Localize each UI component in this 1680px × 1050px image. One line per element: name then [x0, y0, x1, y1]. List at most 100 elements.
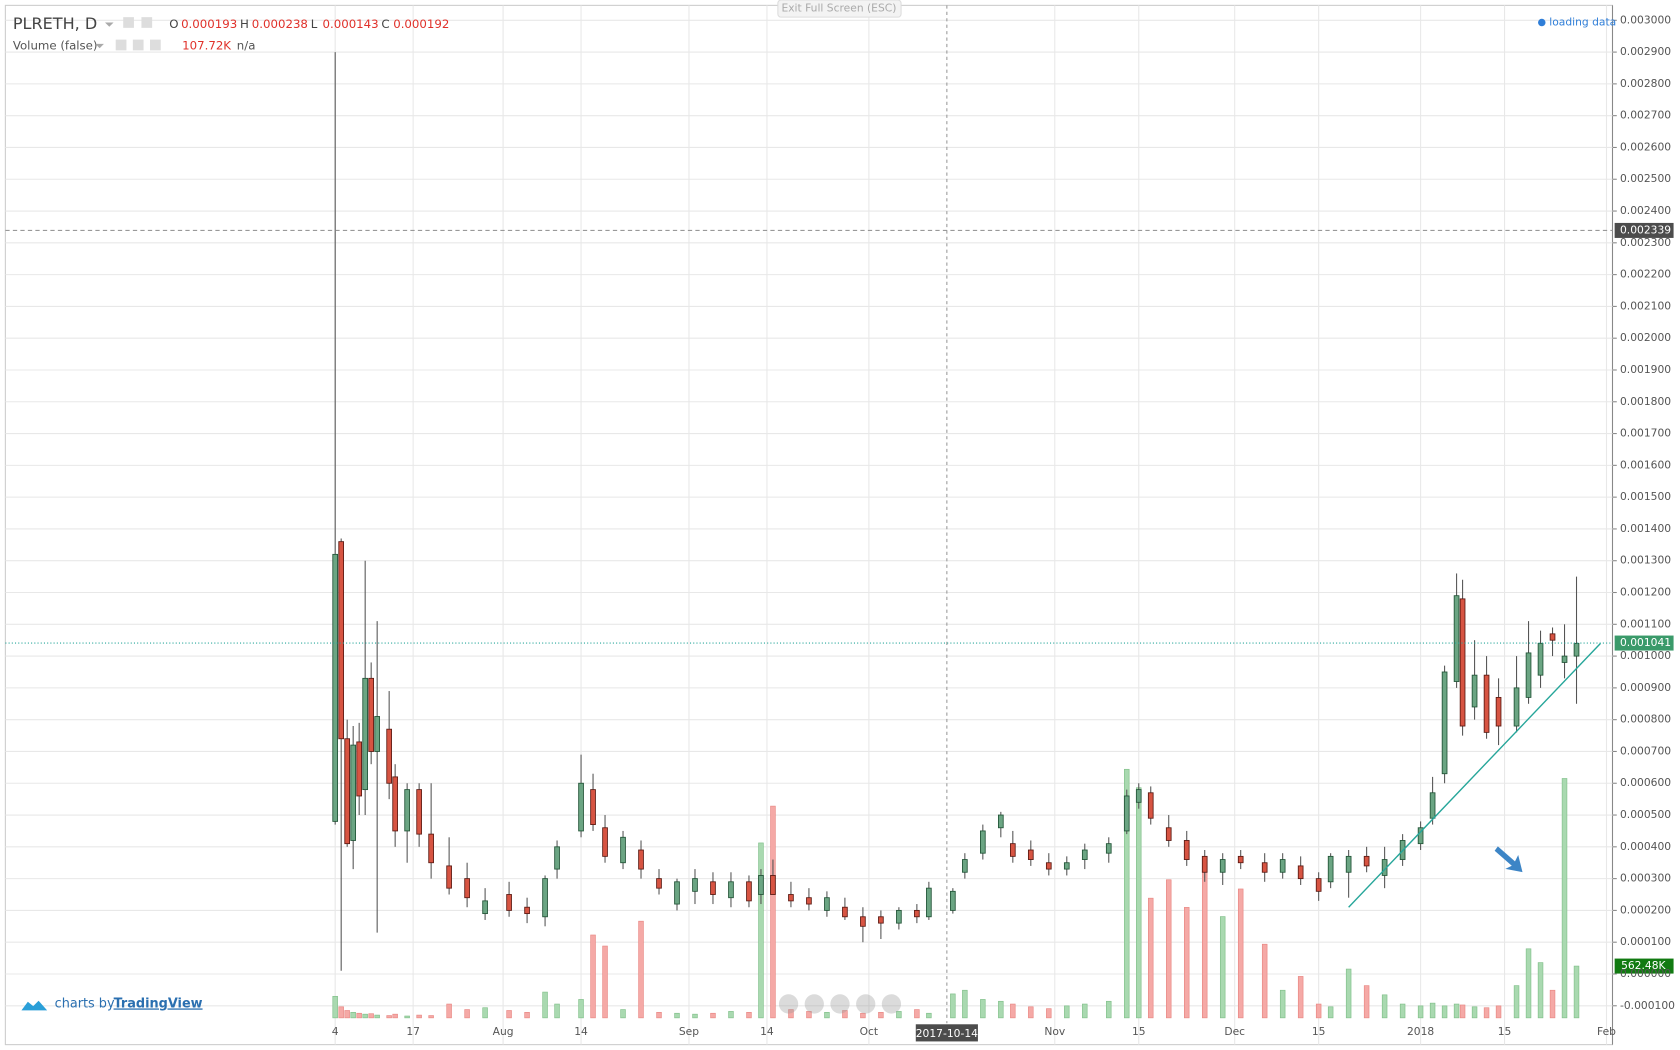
volume-bar [464, 1009, 470, 1019]
volume-bar [1136, 787, 1142, 1019]
candle-body [1441, 671, 1448, 775]
candle-body [1327, 855, 1334, 883]
crosshair-date-box [915, 1024, 978, 1042]
branding-link[interactable]: TradingView [114, 996, 203, 1011]
grid [5, 5, 1613, 1045]
volume-bar [1429, 1002, 1436, 1019]
candle-body [1549, 633, 1556, 641]
ohlc-key: O [169, 17, 178, 31]
candle-body [1537, 642, 1544, 676]
nav-button[interactable] [881, 994, 902, 1014]
volume-bar [356, 1012, 362, 1019]
candle-body [656, 878, 662, 889]
candle-body [1453, 595, 1460, 682]
icon [115, 39, 127, 51]
ohlc-legend: O 0.000193 H 0.000238 L 0.000143 C 0.000192 [169, 17, 449, 31]
x-tick-label: 2018 [1407, 1025, 1434, 1038]
x-tick-label: Dec [1224, 1025, 1245, 1038]
y-tick-label: 0.001300 [1620, 554, 1671, 567]
volume-bar [842, 1010, 848, 1019]
exit-fullscreen-button[interactable] [777, 0, 902, 18]
candle-body [788, 894, 794, 902]
y-tick-label: 0.000700 [1620, 744, 1671, 757]
volume-bar [1561, 778, 1568, 1019]
candle-body [1513, 687, 1520, 727]
dropdown-icon [95, 43, 104, 49]
candle-body [1483, 674, 1490, 733]
ohlc-value: 0.000238 [252, 17, 308, 31]
volume-bar [896, 1011, 902, 1019]
y-tick-label: 0.001800 [1620, 395, 1671, 408]
ohlc-value: 0.000192 [393, 17, 449, 31]
last-price-label: 0.001041 [1620, 636, 1671, 649]
candle-body [1165, 827, 1172, 841]
x-tick-label: 4 [332, 1025, 339, 1038]
nav-button[interactable] [778, 994, 799, 1014]
y-tick-label: 0.002600 [1620, 140, 1671, 153]
volume-bar [1010, 1003, 1016, 1019]
nav-button[interactable] [856, 994, 876, 1014]
nav-button[interactable] [804, 994, 824, 1014]
candle-body [620, 836, 626, 864]
candle-body [1315, 878, 1322, 892]
y-tick-label: 0.002400 [1620, 204, 1671, 217]
volume-bar [1046, 1008, 1052, 1019]
candle-body [482, 900, 488, 915]
candle-body [506, 894, 512, 911]
y-tick-label: 0.002500 [1620, 172, 1671, 185]
ohlc-key: H [240, 17, 249, 31]
nav-button[interactable] [830, 994, 850, 1014]
y-tick-label: 0.001600 [1620, 458, 1671, 471]
candle-body [1363, 855, 1370, 867]
crosshair-price-label: 0.002339 [1620, 223, 1671, 236]
candle-body [1261, 862, 1268, 873]
candle-body [386, 728, 392, 784]
y-tick-label: 0.000100 [1620, 935, 1671, 948]
candle-body [1417, 827, 1424, 845]
volume-bar [1471, 1006, 1478, 1019]
volume-bar [1381, 994, 1388, 1019]
symbol-title: PLRETH, D [13, 14, 97, 33]
volume-bar [950, 993, 956, 1019]
candle-body [374, 716, 380, 752]
candle-body [896, 909, 902, 924]
candle-body [806, 897, 812, 905]
candle-body [638, 849, 644, 870]
volume-bar [1184, 907, 1190, 1019]
x-tick-label: 15 [1312, 1025, 1326, 1038]
candle-body [950, 890, 956, 911]
icon [132, 39, 144, 51]
exit-fullscreen-label[interactable]: Exit Full Screen (ESC) [781, 2, 896, 15]
volume-bar [710, 1012, 716, 1019]
volume-bar [338, 1006, 344, 1019]
candle-body [1459, 598, 1466, 727]
candle-body [1123, 795, 1130, 832]
y-tick-label: 0.002800 [1620, 77, 1671, 90]
x-tick-label: 14 [760, 1025, 774, 1038]
candle-body [446, 865, 452, 889]
volume-bar [542, 991, 548, 1019]
volume-bar [386, 1015, 392, 1019]
volume-bar [1028, 1006, 1034, 1019]
axes: -0.000100 0.000000 0.000100 0.000200 0.00030… [332, 13, 1675, 1037]
candle-body [758, 875, 764, 895]
candle-body [860, 916, 866, 927]
y-tick-label: 0.001400 [1620, 522, 1671, 535]
candle-body [404, 789, 410, 832]
volume-bar [878, 1012, 884, 1019]
x-tick-label: Sep [679, 1025, 699, 1038]
candle-body [926, 887, 932, 918]
volume-bar [482, 1007, 488, 1019]
volume-bar [428, 1015, 434, 1019]
candle-body [770, 875, 776, 895]
candle-body [878, 916, 884, 924]
volume-bar [1279, 989, 1286, 1019]
y-tick-label: 0.001100 [1620, 617, 1671, 630]
loading-dot [1538, 18, 1546, 27]
candle-body [980, 830, 986, 854]
volume-bar [638, 920, 644, 1019]
candle-body [464, 878, 470, 899]
candle-body [368, 677, 374, 752]
dropdown-icon [105, 22, 114, 27]
